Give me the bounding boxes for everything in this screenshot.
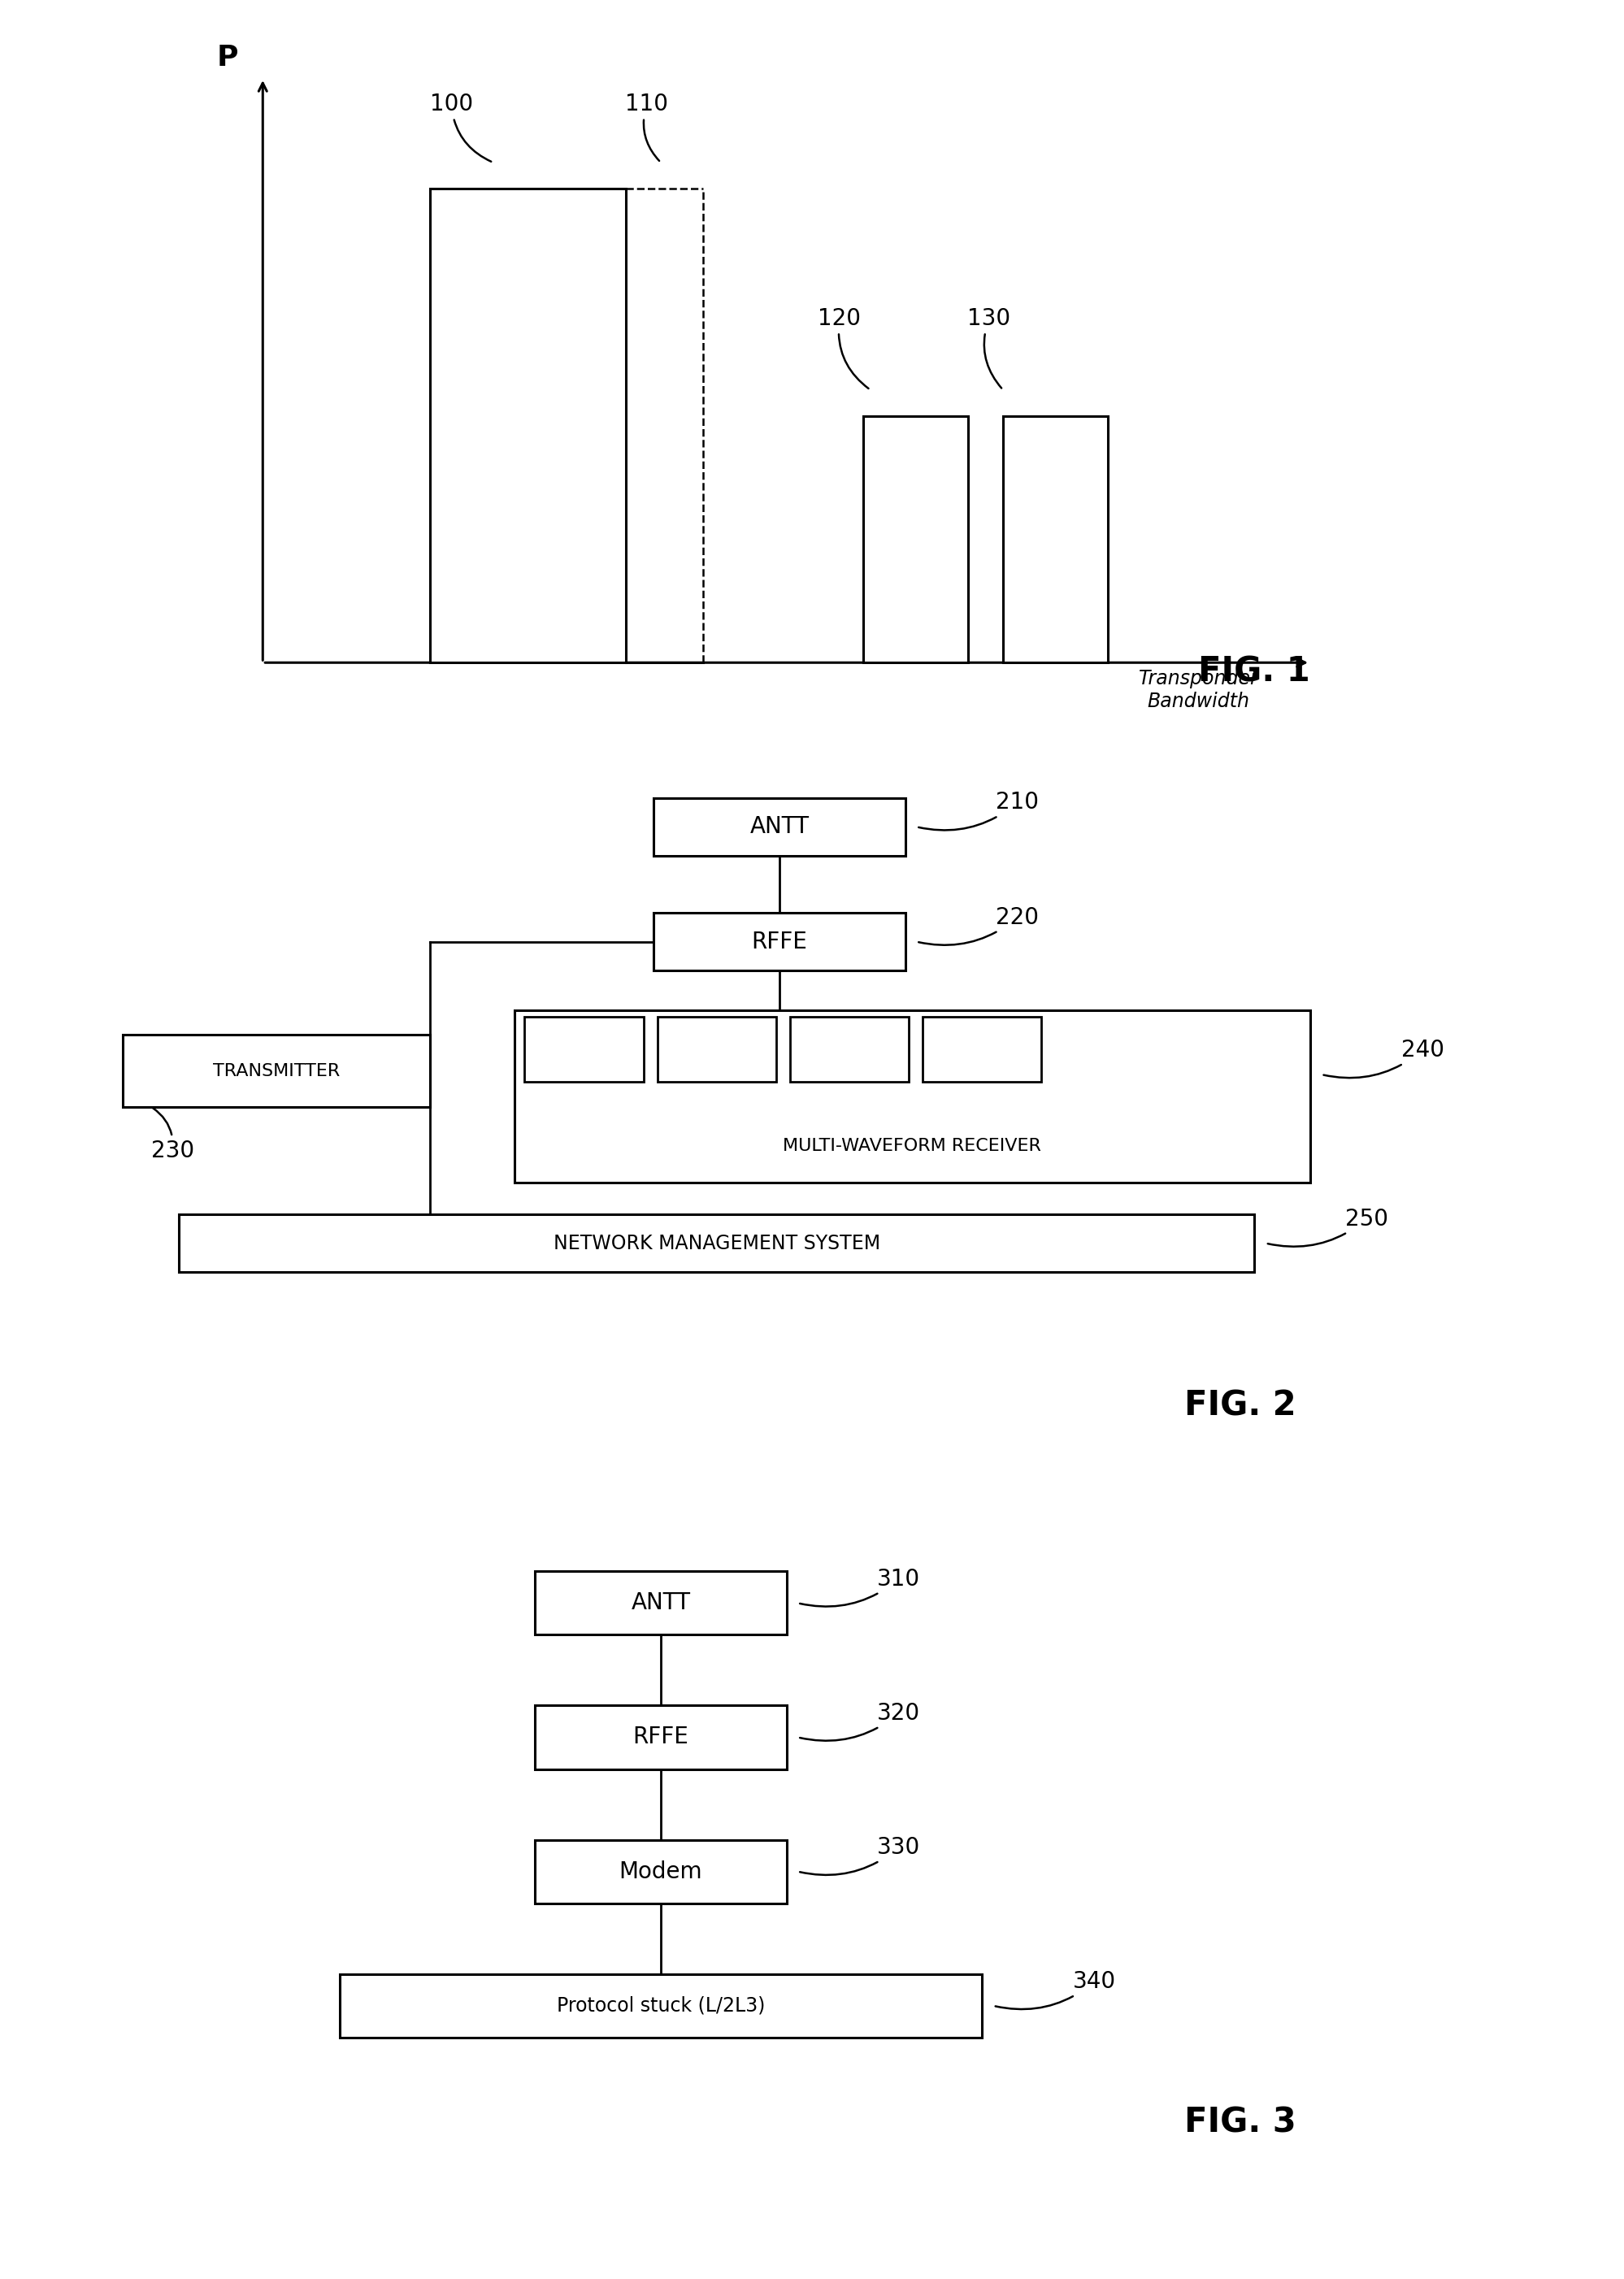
Text: MULTI-WAVEFORM RECEIVER: MULTI-WAVEFORM RECEIVER [783, 1137, 1041, 1155]
Bar [922, 1016, 1041, 1083]
Text: 340: 340 [996, 1971, 1116, 2010]
Text: 240: 240 [1324, 1039, 1444, 1078]
Bar [789, 1016, 909, 1083]
Bar [430, 189, 625, 663]
Bar [658, 1016, 776, 1083]
Bar [1004, 415, 1108, 663]
Bar [179, 1215, 1254, 1272]
Text: RFFE: RFFE [633, 1725, 689, 1748]
Text: 220: 220 [919, 905, 1039, 946]
Text: P: P [218, 43, 239, 71]
Text: 310: 310 [801, 1568, 921, 1607]
Text: TRANSMITTER: TRANSMITTER [213, 1062, 341, 1078]
Bar [654, 798, 905, 855]
Bar [864, 415, 968, 663]
Text: 120: 120 [818, 308, 869, 387]
Bar [515, 1010, 1311, 1183]
Text: ANTT: ANTT [632, 1591, 690, 1614]
Text: 330: 330 [801, 1837, 921, 1876]
Text: 250: 250 [1268, 1208, 1389, 1247]
Text: FIG. 3: FIG. 3 [1184, 2106, 1296, 2140]
Text: RFFE: RFFE [752, 930, 807, 953]
Text: 130: 130 [968, 308, 1010, 387]
Text: 100: 100 [430, 93, 490, 162]
Text: ANTT: ANTT [750, 816, 809, 839]
Bar [123, 1035, 430, 1108]
Bar [534, 1839, 786, 1903]
Bar [534, 1705, 786, 1769]
Text: 230: 230 [151, 1108, 195, 1162]
Text: FIG. 2: FIG. 2 [1184, 1388, 1296, 1422]
Text: 320: 320 [801, 1702, 921, 1741]
Text: FIG. 1: FIG. 1 [1199, 654, 1311, 688]
Text: Modem: Modem [619, 1860, 703, 1882]
Bar [534, 1570, 786, 1634]
Bar [654, 914, 905, 971]
Text: 210: 210 [919, 791, 1039, 830]
Text: Protocol stuck (L/2L3): Protocol stuck (L/2L3) [557, 1996, 765, 2015]
Text: Transponder
Bandwidth: Transponder Bandwidth [1138, 670, 1259, 711]
Bar [525, 1016, 643, 1083]
Text: 110: 110 [625, 93, 669, 162]
Text: NETWORK MANAGEMENT SYSTEM: NETWORK MANAGEMENT SYSTEM [554, 1233, 880, 1253]
Bar [339, 1974, 983, 2037]
